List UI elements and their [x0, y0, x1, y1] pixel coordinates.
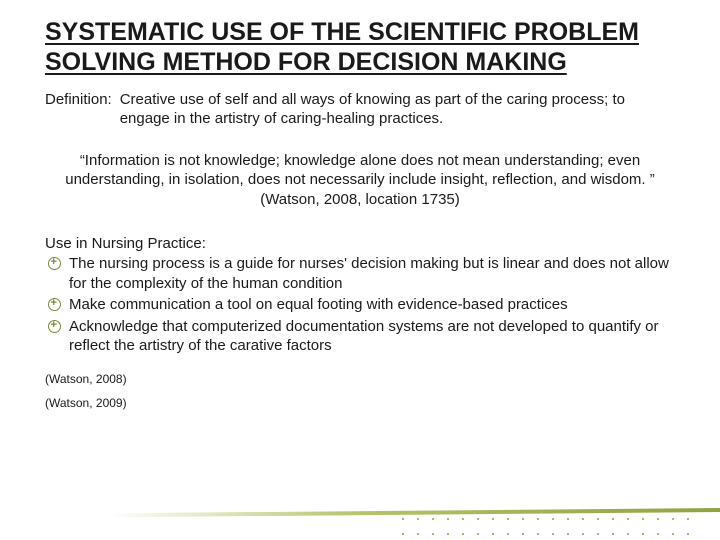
definition-block: Definition: Creative use of self and all… [45, 91, 675, 129]
citation: (Watson, 2008) [45, 372, 675, 386]
bullet-list: The nursing process is a guide for nurse… [45, 254, 675, 356]
list-item: The nursing process is a guide for nurse… [45, 254, 675, 293]
use-in-practice-label: Use in Nursing Practice: [45, 235, 675, 252]
list-item: Acknowledge that computerized documentat… [45, 317, 675, 356]
slide-container: SYSTEMATIC USE OF THE SCIENTIFIC PROBLEM… [0, 0, 720, 540]
quote-text: “Information is not knowledge; knowledge… [51, 151, 669, 210]
decorative-dots [402, 518, 690, 536]
definition-label: Definition: [45, 91, 112, 129]
slide-title: SYSTEMATIC USE OF THE SCIENTIFIC PROBLEM… [45, 18, 675, 77]
definition-text: Creative use of self and all ways of kno… [120, 91, 665, 129]
list-item: Make communication a tool on equal footi… [45, 295, 675, 315]
citation: (Watson, 2009) [45, 396, 675, 410]
